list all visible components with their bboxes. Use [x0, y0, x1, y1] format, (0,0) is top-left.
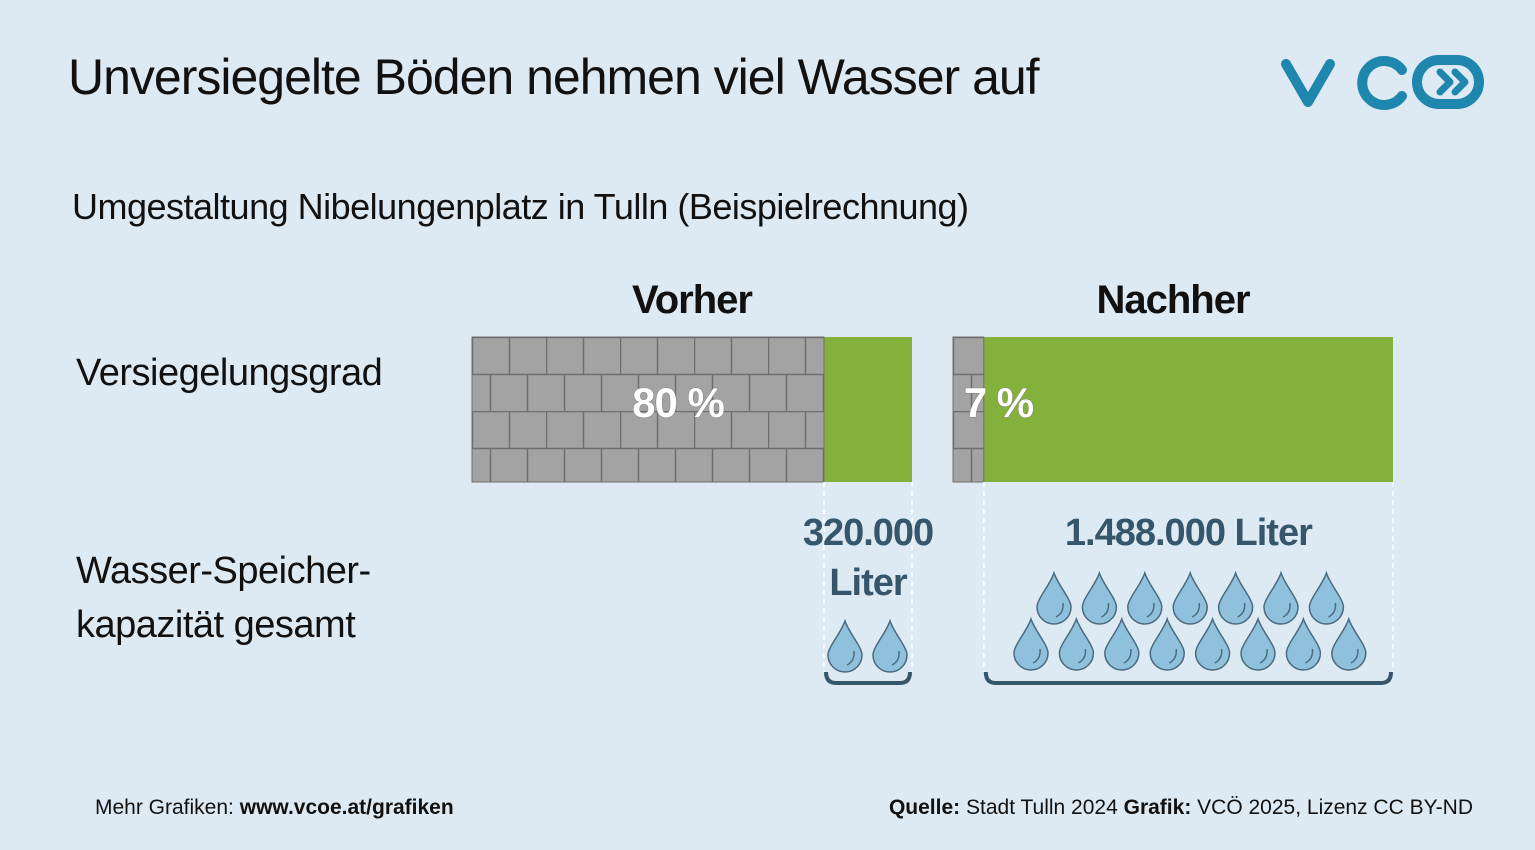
water-drop	[1217, 570, 1254, 625]
water-drop	[1263, 570, 1299, 625]
footer-text: VCÖ 2025, Lizenz CC BY-ND	[1197, 796, 1473, 819]
drop-shine	[1328, 602, 1337, 618]
drop-shine	[1123, 648, 1132, 664]
drop-shine	[1305, 648, 1314, 664]
bracket	[824, 671, 912, 685]
storage-label: 1.488.000 Liter	[1064, 512, 1313, 554]
drop-shine	[1282, 602, 1291, 618]
drop-shine	[1350, 648, 1359, 664]
water-drop	[1331, 616, 1367, 671]
footer-label: Quelle:	[888, 796, 961, 819]
sealed-bar	[952, 336, 985, 483]
value-label: 80 %	[632, 379, 724, 426]
drop-shine	[1168, 648, 1178, 664]
unsealed-bar	[983, 337, 1393, 482]
water-drop	[1308, 570, 1345, 625]
drop-shine	[1032, 648, 1041, 664]
drop-shine	[1078, 648, 1087, 664]
subtitle: Umgestaltung Nibelungenplatz in Tulln (B…	[72, 186, 969, 227]
water-drop	[1149, 616, 1185, 671]
logo	[1281, 55, 1484, 110]
storage-label: 320.000 Liter	[802, 512, 934, 604]
category-label: Vorher	[632, 278, 753, 322]
water-drop	[1127, 570, 1163, 625]
drop-shine	[846, 650, 855, 666]
sealed-bar	[471, 336, 825, 483]
footer-more: Mehr Grafiken: www.vcoe.at/grafiken	[95, 796, 454, 820]
water-drop	[827, 618, 863, 673]
footer-label: Mehr Grafiken:	[95, 796, 234, 819]
footer-text: Stadt Tulln 2024	[966, 796, 1118, 819]
row-label: Versiegelungsgrad	[76, 352, 383, 394]
drop-shine	[1191, 602, 1201, 618]
water-drop	[1081, 570, 1118, 625]
water-drop	[1013, 616, 1049, 671]
footer-source: Quelle: Stadt Tulln 2024 Grafik: VCÖ 202…	[889, 796, 1473, 820]
water-drop	[1240, 616, 1276, 671]
row-label: Wasser-Speicher-kapazität gesamt	[76, 550, 371, 646]
water-drop	[1285, 616, 1322, 671]
water-drop	[1172, 570, 1208, 625]
bracket	[983, 671, 1393, 685]
water-drop	[1104, 616, 1140, 671]
drop-shine	[1055, 602, 1064, 618]
unsealed-bar	[824, 337, 912, 482]
value-label: 7 %	[964, 379, 1034, 426]
drop-shine	[1101, 602, 1110, 618]
water-drop	[1058, 616, 1095, 671]
drop-shine	[1237, 602, 1246, 618]
category-label: Nachher	[1096, 278, 1250, 322]
drop-shine	[1214, 648, 1223, 664]
footer-link[interactable]: www.vcoe.at/grafiken	[239, 796, 454, 819]
water-drop	[1036, 570, 1072, 625]
title: Unversiegelte Böden nehmen viel Wasser a…	[68, 49, 1040, 105]
water-drop	[1194, 616, 1231, 671]
drop-shine	[891, 650, 900, 666]
drop-shine	[1146, 602, 1155, 618]
water-drop	[872, 618, 908, 673]
footer-label: Grafik:	[1123, 796, 1192, 819]
drop-shine	[1259, 648, 1268, 664]
